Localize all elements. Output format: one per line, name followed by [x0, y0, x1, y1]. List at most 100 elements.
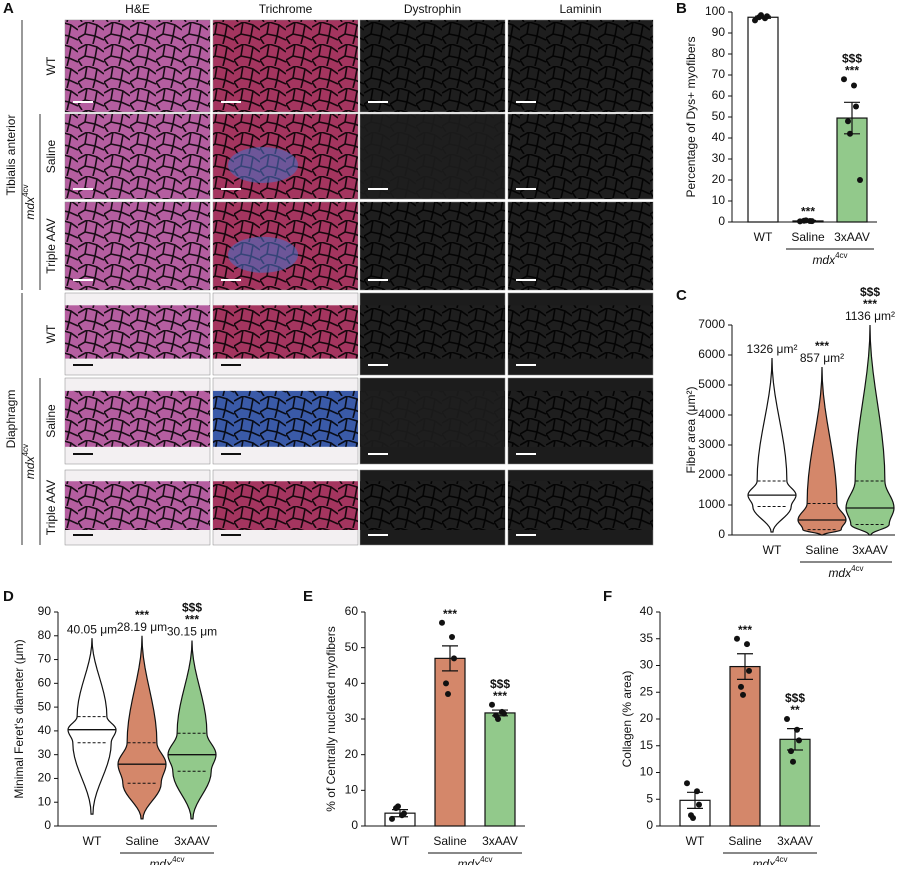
data-point: [788, 748, 794, 755]
data-point: [764, 13, 770, 20]
y-tick-label: 60: [38, 676, 52, 690]
group-label-sup: 4cv: [21, 184, 30, 196]
mean-label: 857 μm²: [800, 351, 844, 365]
data-point: [796, 737, 802, 744]
column-header: Trichrome: [259, 2, 313, 16]
panel-letter: A: [3, 0, 14, 17]
violin: [167, 640, 217, 820]
data-point: [439, 619, 445, 626]
significance: **: [790, 703, 800, 717]
bar: [484, 712, 516, 827]
column-header: H&E: [125, 2, 150, 16]
y-tick-label: 0: [718, 214, 725, 228]
tissue-texture: [213, 20, 358, 112]
y-tick-label: 5: [646, 791, 653, 805]
significance: ***: [845, 63, 859, 77]
significance: $$$: [182, 601, 202, 615]
column-header: Dystrophin: [404, 2, 461, 16]
significance: ***: [738, 623, 752, 637]
mean-label: 40.05 μm: [67, 622, 117, 636]
y-tick-label: 2000: [698, 467, 725, 481]
tissue-texture: [65, 390, 210, 447]
group-label-main: mdx: [149, 857, 173, 865]
data-point: [853, 103, 859, 110]
x-tick-label: 3xAAV: [174, 834, 210, 848]
y-tick-label: 1000: [698, 497, 725, 511]
mean-label: 30.15 μm: [167, 625, 217, 639]
y-tick-label: 80: [712, 46, 726, 60]
bar: [434, 657, 466, 827]
tissue-texture: [508, 202, 653, 290]
y-axis-label: Percentage of Dys+ myofibers: [684, 36, 698, 197]
tissue-texture: [65, 202, 210, 290]
group-label-sup: 4cv: [480, 855, 492, 864]
mean-label: 1326 μm²: [747, 342, 798, 356]
panel-letter: D: [3, 588, 14, 605]
significance: $$$: [860, 285, 880, 299]
significance: ***: [443, 607, 457, 621]
tissue-texture: [213, 481, 358, 530]
y-tick-label: 35: [640, 631, 654, 645]
y-tick-label: 20: [38, 771, 52, 785]
data-point: [451, 655, 457, 662]
data-point: [443, 680, 449, 687]
tissue-texture: [508, 114, 653, 199]
data-point: [845, 118, 851, 125]
group-label: mdx4cv: [21, 184, 37, 219]
tissue-texture: [508, 20, 653, 112]
column-header: Laminin: [559, 2, 601, 16]
y-tick-label: 10: [345, 783, 359, 797]
error-bar: [442, 645, 458, 672]
data-point: [501, 710, 507, 717]
y-tick-label: 10: [712, 193, 726, 207]
y-tick-label: 30: [345, 711, 359, 725]
data-point: [841, 76, 847, 83]
y-tick-label: 25: [640, 684, 654, 698]
y-tick-label: 40: [38, 723, 52, 737]
y-tick-label: 0: [351, 818, 358, 832]
data-point: [684, 780, 690, 787]
group-label-main: mdx: [812, 253, 836, 267]
group-label-main: mdx: [828, 566, 852, 580]
y-tick-label: 15: [640, 738, 654, 752]
tissue-texture: [213, 390, 358, 447]
y-tick-label: 30: [38, 747, 52, 761]
data-point: [851, 82, 857, 89]
data-point: [758, 12, 764, 19]
x-tick-label: WT: [754, 230, 773, 244]
panel-letter: F: [603, 588, 612, 605]
significance: ***: [135, 608, 149, 622]
y-tick-label: 80: [38, 628, 52, 642]
significance: $$$: [490, 677, 510, 691]
panel-letter: C: [676, 287, 687, 304]
group-label-main: mdx: [752, 857, 776, 865]
y-tick-label: 40: [640, 604, 654, 618]
data-point: [857, 177, 863, 183]
y-tick-label: 0: [646, 818, 653, 832]
violin: [67, 638, 117, 815]
violin: [117, 635, 167, 820]
tissue-texture: [360, 20, 505, 112]
significance: ***: [815, 339, 829, 353]
group-label: mdx4cv: [21, 444, 37, 479]
tissue-texture: [508, 481, 653, 530]
y-tick-label: 100: [705, 4, 725, 18]
data-point: [740, 691, 746, 698]
row-label: Saline: [44, 139, 58, 173]
data-point: [794, 726, 800, 733]
y-tick-label: 40: [712, 130, 726, 144]
section-label: Diaphragm: [4, 390, 18, 449]
y-tick-label: 20: [640, 711, 654, 725]
mean-label: 28.19 μm: [117, 620, 167, 634]
y-tick-label: 50: [712, 109, 726, 123]
y-tick-label: 40: [345, 676, 359, 690]
data-point: [784, 716, 790, 722]
section-label: Tibialis anterior: [4, 115, 18, 196]
y-tick-label: 10: [38, 794, 52, 808]
significance: $$$: [842, 51, 862, 65]
tissue-texture: [65, 114, 210, 199]
tissue-texture: [360, 305, 505, 359]
y-tick-label: 6000: [698, 347, 725, 361]
x-tick-label: Saline: [433, 834, 467, 848]
